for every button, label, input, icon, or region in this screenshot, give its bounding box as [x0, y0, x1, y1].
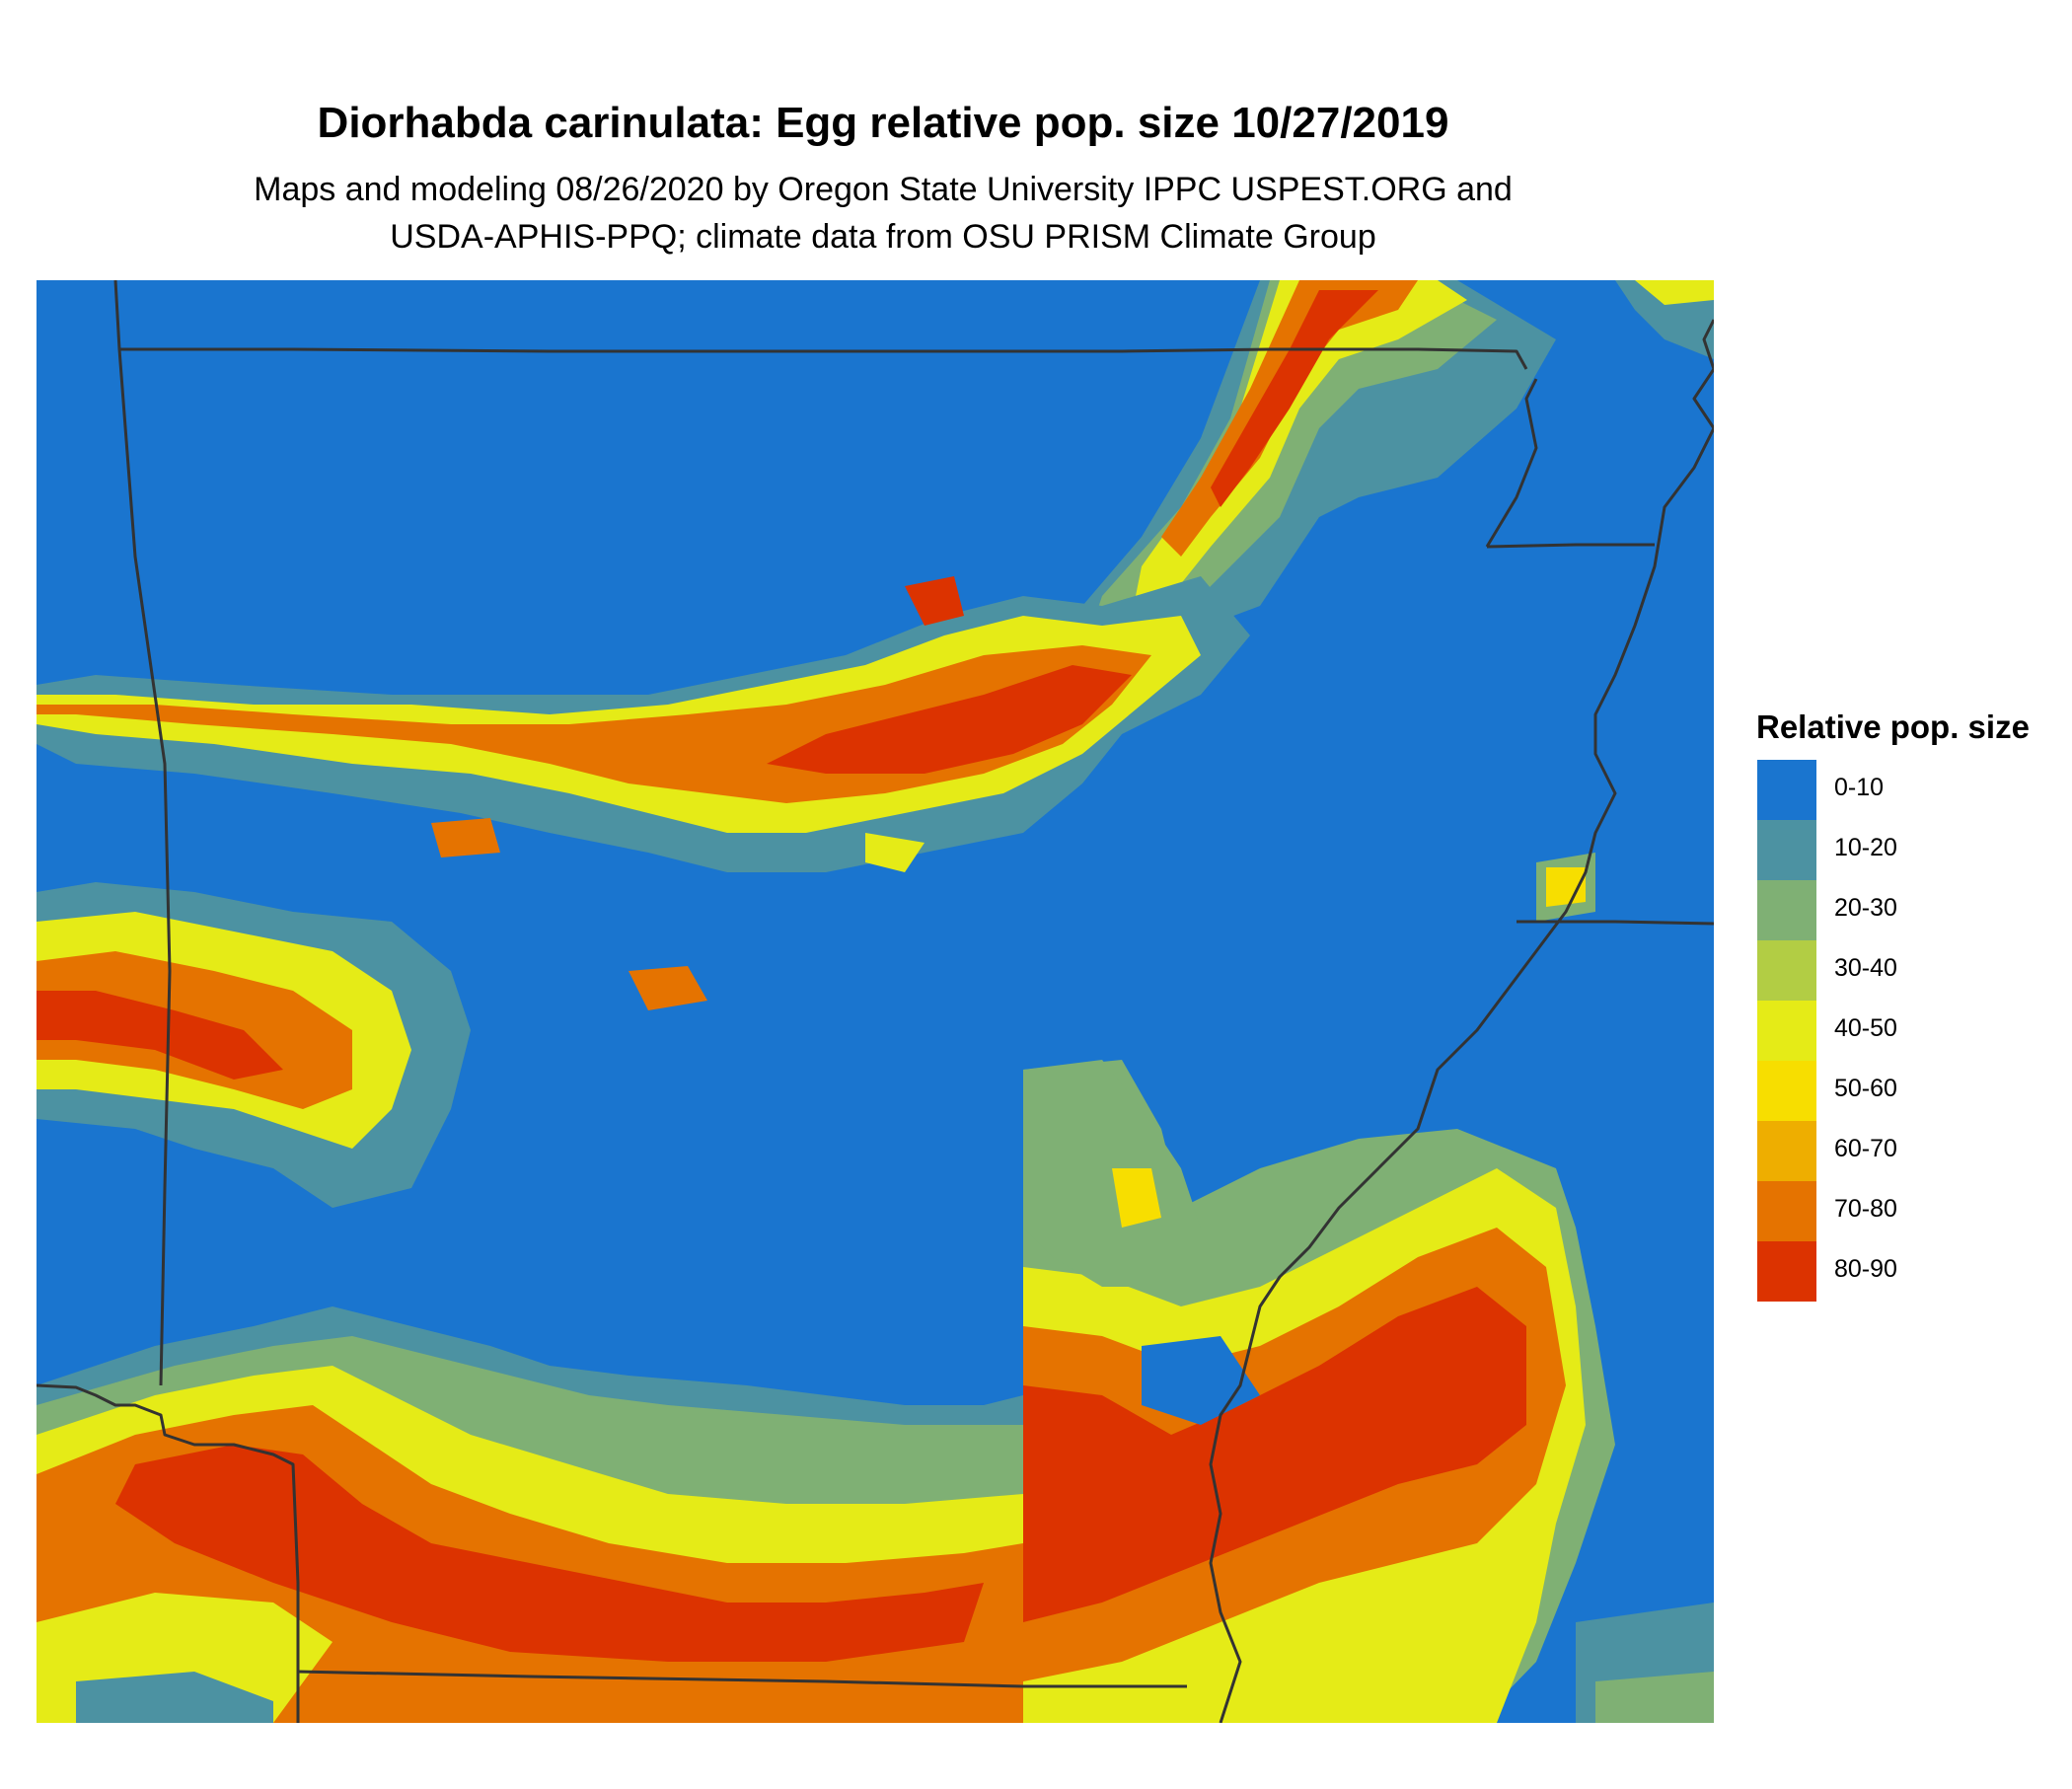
legend-label: 50-60 — [1834, 1075, 1897, 1102]
center-lobe-spot — [1112, 1168, 1161, 1228]
legend-item-6: 60-70 — [1757, 1121, 2053, 1181]
legend-label: 40-50 — [1834, 1014, 1897, 1042]
sw-region-peak — [115, 1445, 984, 1662]
legend-label: 80-90 — [1834, 1255, 1897, 1283]
legend-item-5: 50-60 — [1757, 1061, 2053, 1121]
legend-swatch — [1757, 1181, 1816, 1241]
legend-title: Relative pop. size — [1756, 708, 2030, 745]
ne-band-mid — [1132, 280, 1467, 616]
boundary-south — [297, 1670, 1187, 1688]
legend-swatch — [1757, 1061, 1816, 1121]
subtitle-line-2: USDA-APHIS-PPQ; climate data from OSU PR… — [390, 218, 1376, 256]
boundary-west — [113, 280, 172, 1386]
boundary-east-horizontal — [1517, 920, 1714, 926]
boundary-north — [119, 347, 1528, 370]
legend-label: 60-70 — [1834, 1135, 1897, 1162]
west-spot-1 — [629, 966, 707, 1010]
boundary-ne-inner — [1485, 378, 1538, 548]
legend-item-7: 70-80 — [1757, 1181, 2053, 1241]
belt-hotspot-2 — [865, 833, 925, 872]
sw-bottom-low — [76, 1672, 273, 1723]
legend-item-2: 20-30 — [1757, 880, 2053, 940]
legend-swatch — [1757, 1121, 1816, 1181]
se-region-peak — [1023, 1287, 1526, 1622]
belt-peak — [767, 665, 1132, 774]
legend-swatch — [1757, 880, 1816, 940]
legend-label: 0-10 — [1834, 774, 1885, 801]
legend-swatch — [1757, 1001, 1816, 1061]
legend-label: 70-80 — [1834, 1195, 1897, 1223]
state-boundaries — [37, 280, 1714, 1723]
east-strip-mid — [1595, 1672, 1714, 1723]
legend-label: 20-30 — [1834, 894, 1897, 922]
population-map — [37, 280, 1714, 1723]
map-title: Diorhabda carinulata: Egg relative pop. … — [317, 99, 1449, 147]
legend-swatch — [1757, 1241, 1816, 1302]
raster-layer — [37, 280, 1714, 1723]
legend-item-1: 10-20 — [1757, 820, 2053, 880]
west-cluster-peak — [37, 991, 283, 1080]
ne-band-peak — [1211, 290, 1378, 507]
boundary-east-river — [1209, 319, 1714, 1723]
west-spot-2 — [431, 818, 500, 857]
legend-swatch — [1757, 760, 1816, 820]
map-subtitle: Maps and modeling 08/26/2020 by Oregon S… — [0, 166, 1766, 261]
east-patch-mid — [1546, 867, 1586, 907]
subtitle-line-1: Maps and modeling 08/26/2020 by Oregon S… — [254, 171, 1513, 208]
ne-corner-mid — [1635, 280, 1714, 305]
belt-hotspot-1 — [905, 576, 964, 626]
center-lobe-low — [1023, 1060, 1201, 1287]
legend-item-3: 30-40 — [1757, 940, 2053, 1001]
legend-label: 30-40 — [1834, 954, 1897, 982]
legend-item-8: 80-90 — [1757, 1241, 2053, 1302]
legend-item-4: 40-50 — [1757, 1001, 2053, 1061]
boundary-ne-horizontal — [1486, 543, 1655, 549]
legend-label: 10-20 — [1834, 834, 1897, 861]
legend-item-0: 0-10 — [1757, 760, 2053, 820]
boundary-sw — [37, 1383, 300, 1723]
legend-swatch — [1757, 820, 1816, 880]
legend-swatch — [1757, 940, 1816, 1001]
